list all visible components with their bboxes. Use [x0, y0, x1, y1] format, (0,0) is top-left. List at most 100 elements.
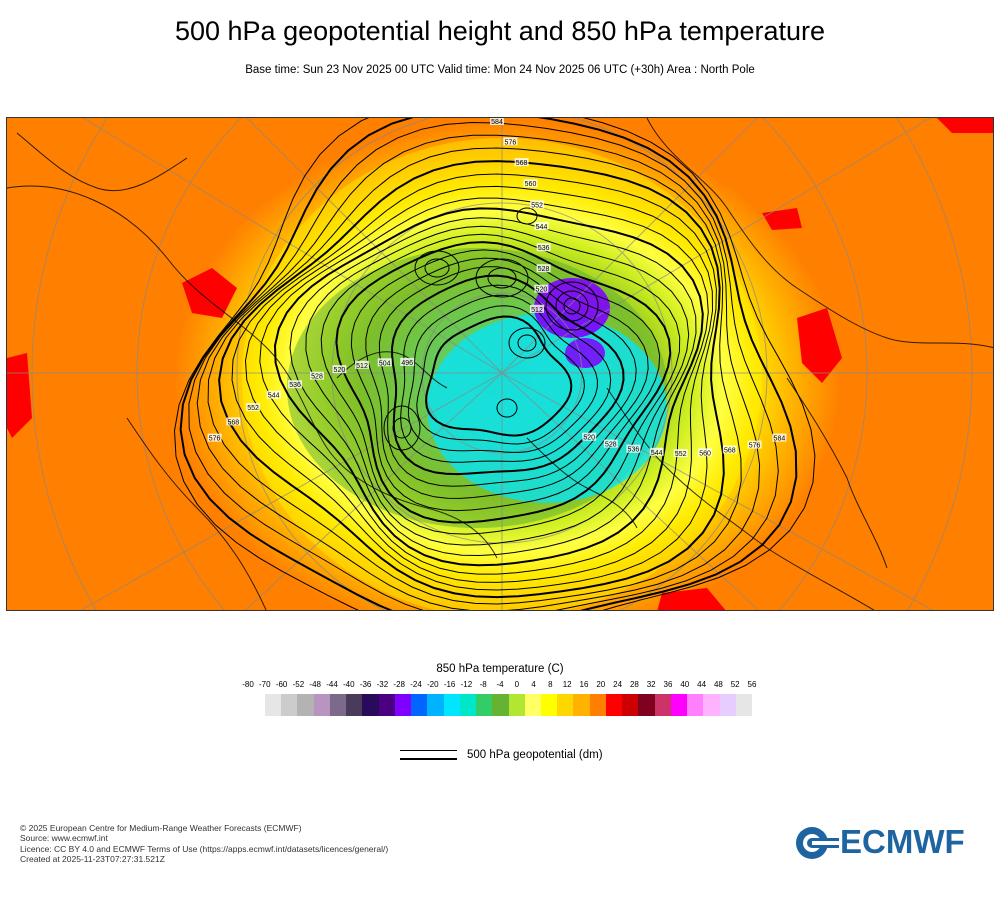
low-centers [383, 207, 599, 451]
colorbar-box [670, 694, 688, 716]
map-panel[interactable]: 576 568 552 544 536 528 520 512 504 496 584 576 568 5… [6, 117, 994, 611]
contour-label-bg [400, 357, 415, 366]
colorbar-tick-label: 24 [613, 680, 623, 689]
ecmwf-emblem-icon [796, 827, 839, 859]
geopotential-contour [196, 134, 761, 610]
colorbar-box [622, 694, 639, 716]
contour-label: 544 [536, 224, 548, 231]
colorbar-tick-label: -44 [326, 680, 338, 689]
geopotential-contour [416, 305, 585, 445]
colorbar-tick-label: 44 [697, 680, 707, 689]
colorbar-tick-label: -28 [393, 680, 405, 689]
legend-thick-line [400, 758, 457, 760]
contour-label-bg [266, 390, 281, 399]
contour-label-bg [514, 158, 529, 167]
contour-label-bg [377, 358, 392, 367]
contour-label: 536 [628, 447, 640, 454]
colorbar-tick-label: -70 [259, 680, 271, 689]
contour-label-bg [722, 445, 737, 454]
legend-thin-line [400, 750, 457, 751]
geopotential-contour [218, 160, 725, 599]
contour-label-bg [530, 304, 544, 313]
contour-label: 560 [699, 450, 711, 457]
contour-label: 528 [605, 442, 617, 449]
colorbar-tick-label: -40 [343, 680, 355, 689]
colorbar-box [411, 694, 428, 716]
contour-label: 520 [583, 435, 595, 442]
colorbar-box [703, 694, 720, 716]
contour-label-bg [246, 403, 261, 412]
colorbar-tick-label: 48 [713, 680, 723, 689]
footer: © 2025 European Centre for Medium-Range … [20, 823, 388, 864]
contour-label: 512 [531, 307, 543, 314]
contour-label: 584 [491, 119, 503, 126]
colorbar-tick-label: -16 [443, 680, 456, 689]
contour-label-bg [490, 118, 504, 125]
colorbar-box [313, 694, 330, 716]
contour-label-bg [747, 440, 762, 449]
colorbar-tick-label: 40 [680, 680, 690, 689]
colorbar-tick-label: 8 [548, 680, 553, 689]
geopotential-contour [173, 118, 816, 610]
colorbar-tick-label: 4 [531, 680, 536, 689]
geopotential-contour [231, 173, 717, 591]
colorbar-tick-label: 56 [747, 680, 757, 689]
hot-patch-ne [762, 208, 802, 230]
colorbar-tick-label: -48 [309, 680, 321, 689]
contour-label-bg [523, 179, 538, 188]
geopotential-contour [179, 118, 798, 610]
page-subtitle: Base time: Sun 23 Nov 2025 00 UTC Valid … [245, 64, 755, 76]
geopotential-contour [320, 233, 681, 535]
colorbar-box [378, 694, 395, 716]
footer-created: Created at 2025-11-23T07:27:31.521Z [20, 853, 165, 864]
colorbar-box [297, 694, 314, 716]
ecmwf-logo[interactable]: ECMWF [795, 823, 985, 864]
colorbar-tick-label: -80 [242, 680, 254, 689]
contour-label: 496 [401, 360, 413, 367]
contour-label-bg [536, 264, 551, 273]
colorbar-box [605, 694, 623, 716]
colorbar-box [589, 694, 606, 716]
contour-label: 552 [531, 203, 543, 210]
contour-label: 520 [536, 287, 548, 294]
logo-text: ECMWF [840, 823, 965, 860]
colorbar [265, 694, 753, 716]
colorbar-ticks: -80 -70 -60 -52 -48 -44 -40 -36 -32 -28 -24 -20 -16-… [0, 680, 1000, 692]
contour-label: 544 [651, 450, 663, 457]
colorbar-tick-label: -52 [292, 680, 305, 689]
contour-label: 568 [227, 419, 239, 426]
colorbar-box [524, 694, 541, 716]
contour-label-bg [530, 200, 545, 209]
contour-label: 576 [505, 139, 517, 146]
colorbar-box [476, 694, 493, 716]
colorbar-title: 850 hPa temperature (C) [436, 663, 564, 675]
contour-label-bg [698, 448, 713, 457]
footer-copyright: © 2025 European Centre for Medium-Range … [20, 823, 302, 833]
contour-label-bg [536, 243, 551, 252]
contour-label-bg [503, 137, 518, 146]
contour-label-bg [534, 284, 549, 293]
colorbar-box [557, 694, 574, 716]
contour-label: 504 [379, 360, 391, 367]
contour-label-bg [673, 449, 688, 458]
geopotential-contour [378, 266, 637, 487]
colorbar-box [362, 694, 379, 716]
contour-label: 560 [525, 181, 537, 188]
coldest-patch-2 [565, 338, 605, 368]
contour-label: 576 [749, 443, 761, 450]
hot-patch-south [657, 588, 726, 610]
colorbar-box [459, 694, 477, 716]
geopotential-contour [407, 294, 598, 453]
colorbar-box [719, 694, 736, 716]
hot-patch-corner [937, 118, 993, 133]
colorbar-box [346, 694, 363, 716]
cold-core [427, 313, 667, 503]
geopotential-contour [188, 121, 779, 610]
contour-label-bg [355, 360, 369, 369]
footer-licence: Licence: CC BY 4.0 and ECMWF Terms of Us… [20, 843, 389, 854]
contour-label: 544 [268, 393, 280, 400]
contour-label: 528 [311, 374, 323, 381]
contour-labels: 576 568 552 544 536 528 520 512 504 496 584 576 568 5… [207, 118, 787, 458]
contour-label-bg [649, 447, 664, 456]
colorbar-box [427, 694, 444, 716]
